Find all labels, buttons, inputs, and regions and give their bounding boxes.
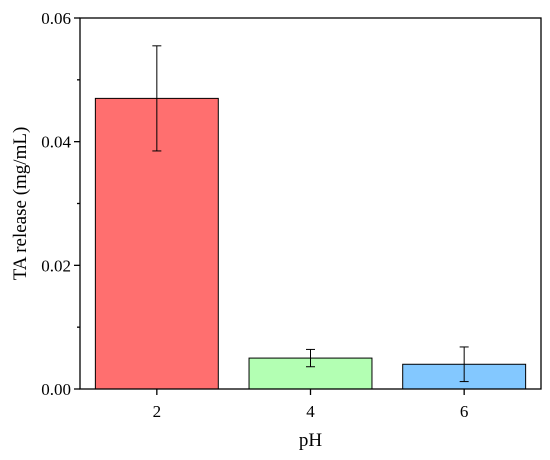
y-tick-label-0.04: 0.04 — [41, 133, 71, 152]
x-tick-label-6: 6 — [460, 402, 469, 421]
y-tick-label-0.06: 0.06 — [41, 9, 71, 28]
x-axis-title: pH — [299, 430, 323, 451]
y-axis-title: TA release (mg/mL) — [10, 127, 31, 281]
tick-labels-layer: 2 4 6 0.00 0.02 0.04 0.06 — [41, 9, 468, 421]
axes-layer — [74, 17, 542, 395]
y-tick-label-0.00: 0.00 — [41, 380, 71, 399]
y-tick-label-0.02: 0.02 — [41, 256, 71, 275]
error-bars-layer — [152, 45, 469, 383]
x-tick-label-4: 4 — [306, 402, 315, 421]
x-tick-label-2: 2 — [153, 402, 162, 421]
bars-layer — [94, 97, 527, 390]
